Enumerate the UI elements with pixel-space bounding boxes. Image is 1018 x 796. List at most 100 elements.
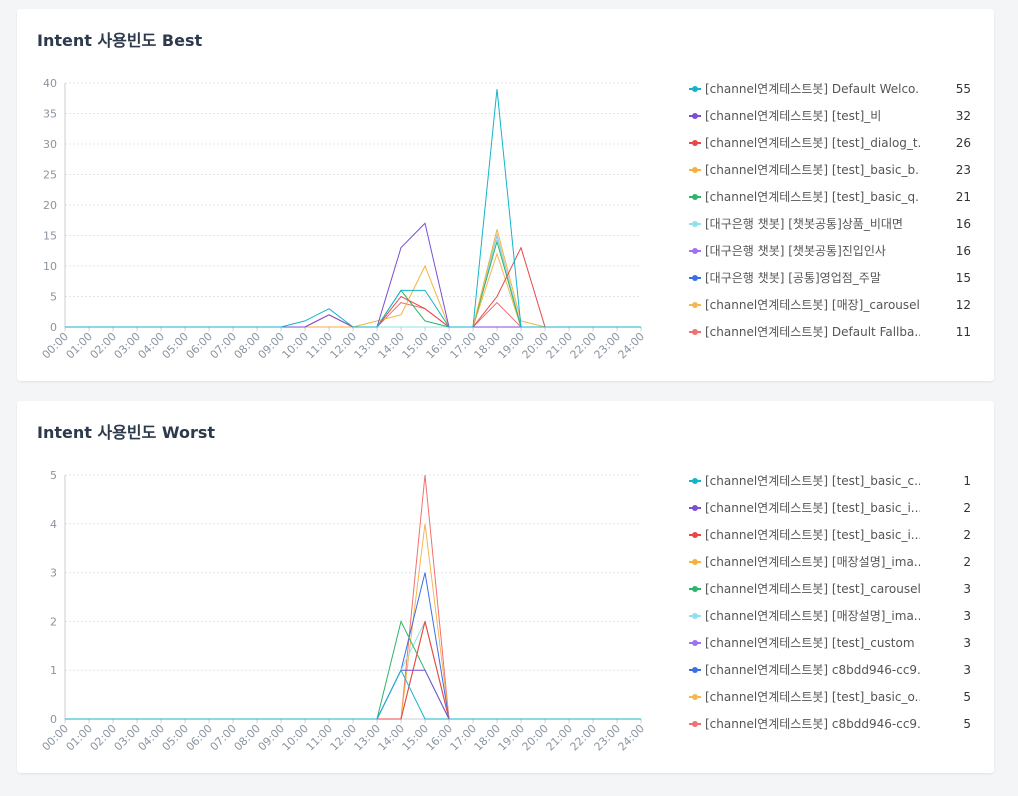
x-tick-label: 09:00 xyxy=(256,330,288,362)
legend-label: [channel연계테스트봇] [test]_carousel xyxy=(705,582,920,596)
x-tick-label: 22:00 xyxy=(568,722,600,754)
legend-count: 32 xyxy=(955,109,971,123)
x-tick-label: 21:00 xyxy=(544,330,576,362)
legend-marker-icon xyxy=(689,478,701,484)
legend-label: [channel연계테스트봇] [test]_dialog_t... xyxy=(705,136,920,150)
legend-marker-icon xyxy=(689,559,701,565)
legend-label: [대구은행 챗봇] [챗봇공통]진입인사 xyxy=(705,244,886,258)
x-tick-label: 06:00 xyxy=(184,722,216,754)
x-tick-label: 16:00 xyxy=(424,722,456,754)
legend-item[interactable]: [channel연계테스트봇] c8bdd946-cc9... 3 xyxy=(689,660,979,687)
legend-item[interactable]: [대구은행 챗봇] [챗봇공통]진입인사 16 xyxy=(689,241,979,268)
legend-item[interactable]: [channel연계테스트봇] [test]_custom 3 xyxy=(689,633,979,660)
legend-item[interactable]: [channel연계테스트봇] [test]_비 32 xyxy=(689,106,979,133)
legend-item[interactable]: [channel연계테스트봇] Default Welco... 55 xyxy=(689,79,979,106)
legend-marker-icon xyxy=(689,694,701,700)
y-tick-label: 2 xyxy=(50,615,57,628)
legend-item[interactable]: [channel연계테스트봇] [매장]_carousel 12 xyxy=(689,295,979,322)
y-tick-label: 40 xyxy=(43,77,57,90)
series-line xyxy=(65,233,641,328)
legend-marker-icon xyxy=(689,302,701,308)
legend-item[interactable]: [channel연계테스트봇] [매장설명]_ima... 3 xyxy=(689,606,979,633)
y-tick-label: 0 xyxy=(50,321,57,334)
x-tick-label: 13:00 xyxy=(352,722,384,754)
legend-item[interactable]: [channel연계테스트봇] [test]_basic_c... 1 xyxy=(689,471,979,498)
best-card: Intent 사용빈도 Best 0 5 10 15 20 25 30 35 40 00:00 01… xyxy=(17,9,994,381)
legend-item[interactable]: [channel연계테스트봇] [test]_basic_b... 23 xyxy=(689,160,979,187)
x-tick-label: 12:00 xyxy=(328,722,360,754)
x-tick-label: 18:00 xyxy=(472,722,504,754)
x-tick-label: 02:00 xyxy=(88,722,120,754)
legend-item[interactable]: [channel연계테스트봇] c8bdd946-cc9... 5 xyxy=(689,714,979,741)
x-tick-label: 24:00 xyxy=(616,722,648,754)
legend-marker-icon xyxy=(689,667,701,673)
y-tick-label: 1 xyxy=(50,664,57,677)
legend-item[interactable]: [channel연계테스트봇] [test]_basic_o... 5 xyxy=(689,687,979,714)
best-title: Intent 사용빈도 Best xyxy=(37,31,203,50)
legend-item[interactable]: [channel연계테스트봇] Default Fallba... 11 xyxy=(689,322,979,349)
legend-marker-icon xyxy=(689,86,701,92)
series-line xyxy=(65,669,641,720)
legend-count: 11 xyxy=(955,325,971,339)
legend-label: [channel연계테스트봇] [test]_basic_i... xyxy=(705,528,920,542)
legend-label: [channel연계테스트봇] [test]_basic_i... xyxy=(705,501,920,515)
legend-item[interactable]: [channel연계테스트봇] [test]_dialog_t... 26 xyxy=(689,133,979,160)
legend-marker-icon xyxy=(689,640,701,646)
x-tick-label: 00:00 xyxy=(40,330,72,362)
legend-count: 3 xyxy=(963,663,971,677)
x-tick-label: 06:00 xyxy=(184,330,216,362)
legend-marker-icon xyxy=(689,140,701,146)
legend-label: [channel연계테스트봇] [test]_basic_b... xyxy=(705,163,920,177)
y-tick-label: 10 xyxy=(43,260,57,273)
series-line xyxy=(65,572,641,720)
series-line xyxy=(65,229,641,328)
x-tick-label: 19:00 xyxy=(496,722,528,754)
legend-item[interactable]: [channel연계테스트봇] [매장설명]_ima... 2 xyxy=(689,552,979,579)
legend-marker-icon xyxy=(689,113,701,119)
x-tick-label: 15:00 xyxy=(400,722,432,754)
x-tick-label: 12:00 xyxy=(328,330,360,362)
legend-count: 23 xyxy=(955,163,971,177)
legend-count: 3 xyxy=(963,636,971,650)
legend-item[interactable]: [대구은행 챗봇] [챗봇공통]상품_비대면 16 xyxy=(689,214,979,241)
series-line xyxy=(65,669,641,720)
series-line xyxy=(65,233,641,328)
series-line xyxy=(65,252,641,328)
series-line xyxy=(65,246,641,328)
x-tick-label: 15:00 xyxy=(400,330,432,362)
legend-item[interactable]: [channel연계테스트봇] [test]_basic_i... 2 xyxy=(689,525,979,552)
legend-marker-icon xyxy=(689,329,701,335)
legend-count: 16 xyxy=(955,217,971,231)
best-legend: [channel연계테스트봇] Default Welco... 55 [chann… xyxy=(689,79,979,349)
legend-label: [대구은행 챗봇] [챗봇공통]상품_비대면 xyxy=(705,217,903,231)
x-tick-label: 01:00 xyxy=(64,330,96,362)
legend-count: 21 xyxy=(955,190,971,204)
legend-item[interactable]: [channel연계테스트봇] [test]_carousel 3 xyxy=(689,579,979,606)
y-tick-label: 3 xyxy=(50,567,57,580)
best-chart: 0 5 10 15 20 25 30 35 40 00:0001:0002:0003:0004:0… xyxy=(40,77,648,362)
x-tick-label: 03:00 xyxy=(112,330,144,362)
x-tick-label: 10:00 xyxy=(280,722,312,754)
legend-count: 5 xyxy=(963,690,971,704)
x-tick-label: 10:00 xyxy=(280,330,312,362)
x-tick-label: 02:00 xyxy=(88,330,120,362)
legend-item[interactable]: [대구은행 챗봇] [공통]영업점_주말 15 xyxy=(689,268,979,295)
x-tick-label: 11:00 xyxy=(304,722,336,754)
legend-marker-icon xyxy=(689,194,701,200)
legend-label: [channel연계테스트봇] [매장]_carousel xyxy=(705,298,920,312)
x-tick-label: 20:00 xyxy=(520,330,552,362)
x-tick-label: 17:00 xyxy=(448,330,480,362)
legend-marker-icon xyxy=(689,613,701,619)
legend-label: [channel연계테스트봇] [매장설명]_ima... xyxy=(705,555,920,569)
x-tick-label: 16:00 xyxy=(424,330,456,362)
x-tick-label: 05:00 xyxy=(160,330,192,362)
legend-label: [channel연계테스트봇] [test]_비 xyxy=(705,109,882,123)
series-line xyxy=(65,233,641,328)
legend-count: 3 xyxy=(963,582,971,596)
legend-item[interactable]: [channel연계테스트봇] [test]_basic_q... 21 xyxy=(689,187,979,214)
x-tick-label: 04:00 xyxy=(136,722,168,754)
legend-count: 5 xyxy=(963,717,971,731)
x-tick-label: 24:00 xyxy=(616,330,648,362)
series-line xyxy=(65,474,641,720)
legend-item[interactable]: [channel연계테스트봇] [test]_basic_i... 2 xyxy=(689,498,979,525)
